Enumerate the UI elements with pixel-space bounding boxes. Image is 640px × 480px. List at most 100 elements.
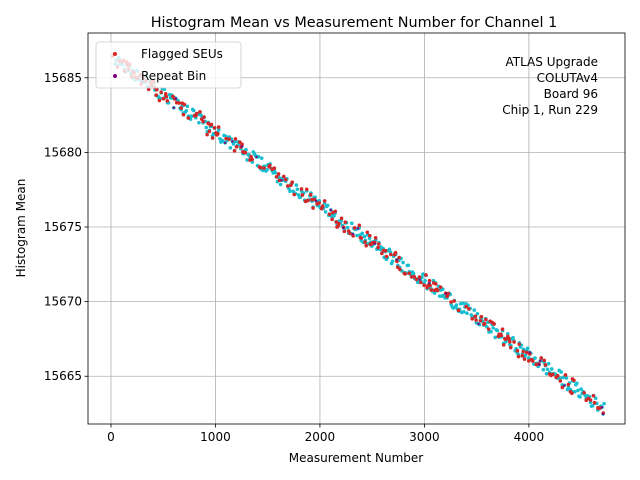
flagged-seu-point xyxy=(207,129,212,134)
flagged-seu-point xyxy=(398,267,402,272)
flagged-seu-point xyxy=(433,282,438,286)
repeat-bin-point xyxy=(563,384,566,387)
flagged-seu-point xyxy=(582,390,586,395)
measurement-point xyxy=(549,367,554,371)
flagged-seu-point xyxy=(352,226,357,230)
flagged-seu-point xyxy=(384,254,389,259)
flagged-seu-point xyxy=(249,154,253,159)
flagged-seu-point xyxy=(154,87,159,92)
plot-frame xyxy=(87,32,626,425)
flagged-seu-point xyxy=(317,201,321,205)
measurement-point xyxy=(472,308,477,312)
flagged-seu-point xyxy=(383,248,388,253)
flagged-seu-point xyxy=(520,354,525,358)
flagged-seu-point xyxy=(198,110,202,114)
annotation-line-4: Chip 1, Run 229 xyxy=(502,103,598,117)
repeat-bin-point xyxy=(329,208,333,212)
measurement-point xyxy=(191,108,196,113)
measurement-point xyxy=(423,278,427,283)
repeat-bin-point xyxy=(223,141,227,145)
measurement-point xyxy=(579,387,583,391)
flagged-seu-point xyxy=(422,283,426,288)
measurement-point xyxy=(559,370,563,374)
flagged-seu-point xyxy=(555,374,560,378)
repeat-bin-point xyxy=(539,359,542,363)
flagged-seu-point xyxy=(373,236,378,240)
measurement-point xyxy=(421,272,425,276)
y-tick-label: 15670 xyxy=(44,295,82,309)
measurement-point xyxy=(245,158,249,162)
flagged-seu-point xyxy=(212,126,217,130)
measurement-point xyxy=(526,356,531,360)
x-tick-label: 0 xyxy=(107,430,115,444)
flagged-seu-point xyxy=(499,333,504,338)
repeat-bin-point xyxy=(342,226,345,229)
measurement-point xyxy=(231,142,236,146)
measurement-point xyxy=(505,332,510,336)
measurement-point xyxy=(199,113,203,118)
flagged-seu-point xyxy=(164,94,169,99)
measurement-point xyxy=(360,231,365,236)
measurement-point xyxy=(355,233,359,238)
measurement-point xyxy=(454,303,459,307)
flagged-seu-point xyxy=(407,271,411,276)
flagged-seu-point xyxy=(512,340,516,344)
y-tick-label: 15685 xyxy=(44,71,82,85)
measurement-point xyxy=(495,328,500,333)
measurement-point xyxy=(345,225,350,230)
annotation-line-1: ATLAS Upgrade xyxy=(505,55,598,69)
x-tick-label: 3000 xyxy=(409,430,440,444)
legend-marker-repeat xyxy=(113,74,117,78)
flagged-seu-point xyxy=(171,94,175,99)
flagged-seu-point xyxy=(550,372,555,377)
measurement-point xyxy=(544,371,549,376)
flagged-seu-point xyxy=(380,251,384,256)
flagged-seu-point xyxy=(435,288,440,293)
flagged-seu-point xyxy=(182,102,187,107)
flagged-seu-point xyxy=(377,242,381,246)
flagged-seu-point xyxy=(521,349,526,354)
flagged-seu-point xyxy=(179,106,183,110)
flagged-seu-point xyxy=(320,204,325,208)
measurement-point xyxy=(564,376,569,380)
flagged-seu-point xyxy=(445,294,449,299)
flagged-seu-point xyxy=(330,217,334,222)
flagged-seu-point xyxy=(232,149,237,153)
flagged-seu-point xyxy=(424,273,428,277)
measurement-point xyxy=(387,247,392,252)
flagged-seu-point xyxy=(201,119,205,124)
flagged-seu-point xyxy=(274,174,279,179)
flagged-seu-point xyxy=(216,125,221,129)
flagged-seu-point xyxy=(210,136,215,140)
measurement-point xyxy=(465,311,469,316)
repeat-bin-point xyxy=(240,145,244,148)
flagged-seu-point xyxy=(588,398,593,402)
flagged-seu-point xyxy=(473,314,478,319)
measurement-point xyxy=(602,401,606,406)
measurement-point xyxy=(273,170,278,175)
legend-label-repeat: Repeat Bin xyxy=(141,69,206,83)
repeat-bin-point xyxy=(600,406,604,409)
measurement-point xyxy=(545,367,550,372)
flagged-seu-point xyxy=(438,285,443,289)
measurement-point xyxy=(288,189,292,193)
flagged-seu-point xyxy=(403,272,407,276)
measurement-point xyxy=(244,147,248,152)
flagged-seu-point xyxy=(322,199,327,203)
flagged-seu-point xyxy=(334,220,339,224)
flagged-seu-point xyxy=(238,140,242,144)
flagged-seu-point xyxy=(467,306,471,311)
measurement-point xyxy=(546,361,551,366)
flagged-seu-point xyxy=(566,382,571,387)
measurement-point xyxy=(406,263,411,268)
flagged-seu-point xyxy=(357,223,362,228)
flagged-seu-point xyxy=(186,116,191,120)
flagged-seu-point xyxy=(216,131,220,136)
flagged-seu-point xyxy=(446,291,451,296)
measurement-point xyxy=(233,139,238,144)
measurement-point xyxy=(332,214,336,218)
measurement-point xyxy=(189,114,194,118)
flagged-seu-point xyxy=(154,93,158,97)
measurement-point xyxy=(575,381,579,386)
flagged-seu-point xyxy=(526,359,531,363)
